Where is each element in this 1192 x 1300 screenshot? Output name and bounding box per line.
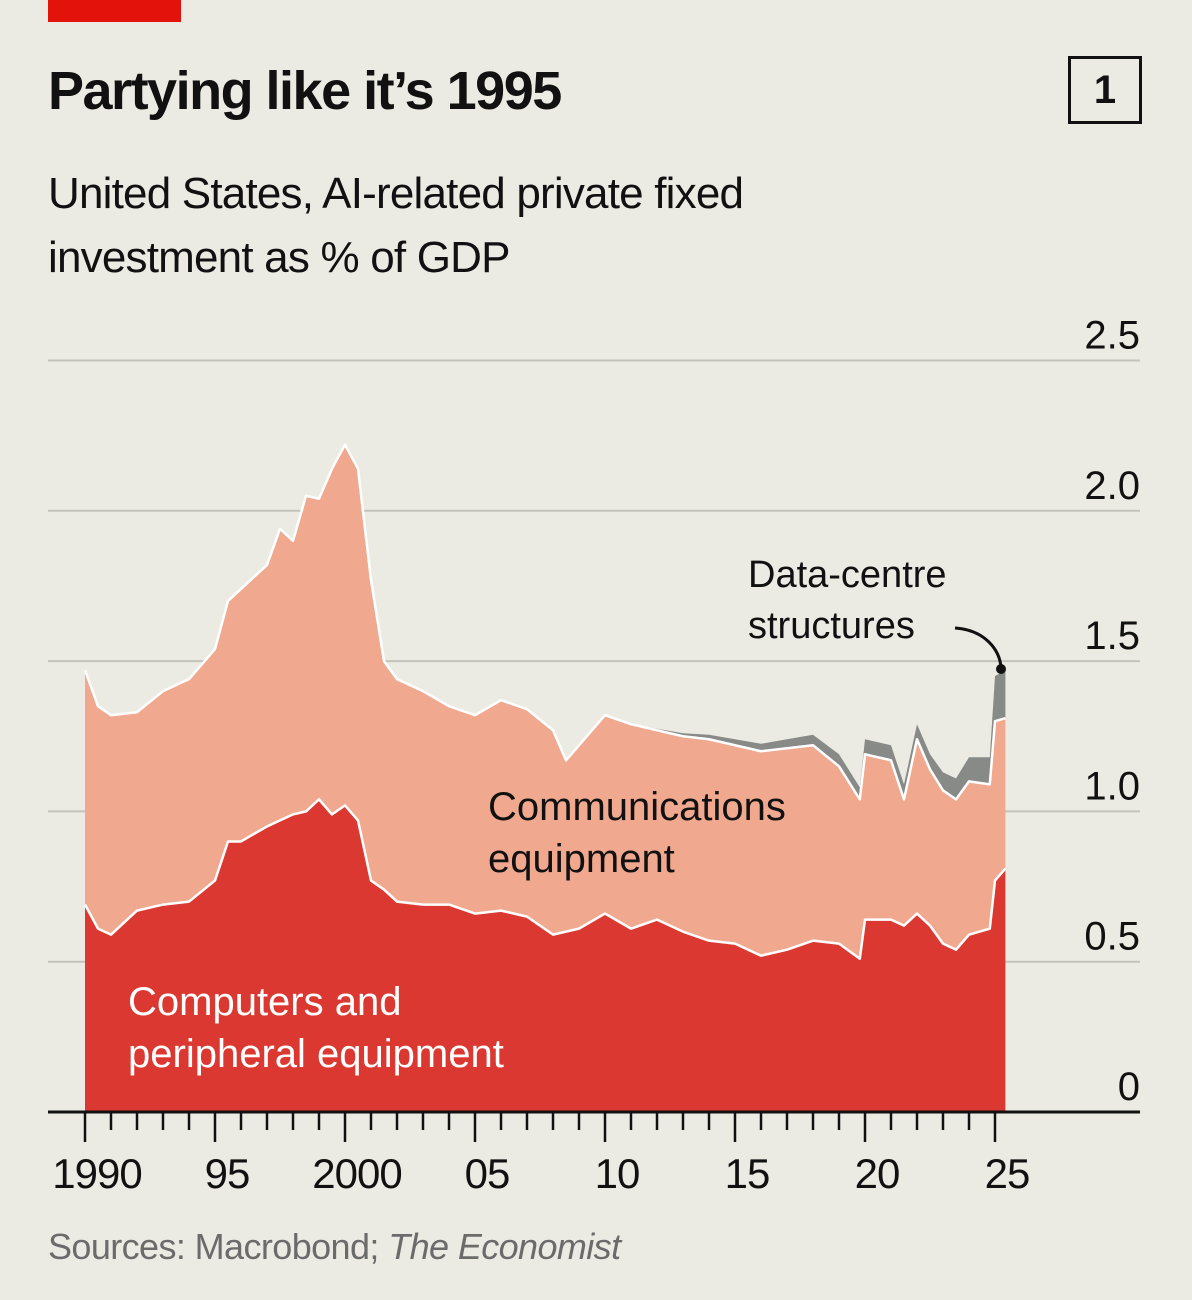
source-text: Sources: Macrobond; <box>48 1226 389 1267</box>
x-tick-label: 1990 <box>52 1150 141 1197</box>
x-tick-label: 20 <box>855 1150 900 1197</box>
area-communications-equipment <box>85 444 1006 959</box>
x-tick-label: 10 <box>595 1150 640 1197</box>
source-publication: The Economist <box>388 1226 621 1267</box>
annotation-leader-line <box>954 626 1003 669</box>
label-communications-1: Communications <box>488 785 786 829</box>
x-tick-label: 95 <box>205 1150 250 1197</box>
x-tick-label: 25 <box>985 1150 1030 1197</box>
series-boundary-line <box>83 798 1007 960</box>
label-data-centre-1: Data-centre <box>748 554 947 596</box>
x-tick-label: 05 <box>465 1150 510 1197</box>
area-computers-and-peripheral-equipment <box>85 799 1006 1112</box>
x-tick-label: 2000 <box>312 1150 401 1197</box>
label-computers-1: Computers and <box>128 980 401 1024</box>
y-tick-label: 1.0 <box>1084 764 1140 808</box>
label-data-centre-2: structures <box>748 605 915 647</box>
y-tick-label: 2.0 <box>1084 464 1140 508</box>
y-tick-label: 0.5 <box>1084 915 1140 959</box>
annotation-dot <box>996 664 1006 674</box>
y-tick-label: 2.5 <box>1084 314 1140 358</box>
chart-title: Partying like it’s 1995 <box>48 61 562 121</box>
y-tick-label: 1.5 <box>1084 614 1140 658</box>
brand-red-tab <box>48 0 181 22</box>
label-computers-2: peripheral equipment <box>128 1032 504 1076</box>
chart-subtitle: United States, AI-related private fixed … <box>48 169 744 282</box>
series-boundary-line <box>83 443 1006 801</box>
y-tick-label: 0 <box>1118 1065 1140 1109</box>
label-communications-2: equipment <box>488 837 675 881</box>
chart-number-badge: 1 <box>1068 56 1142 124</box>
chart-source: Sources: Macrobond; The Economist <box>48 1226 621 1268</box>
x-tick-label: 15 <box>725 1150 770 1197</box>
